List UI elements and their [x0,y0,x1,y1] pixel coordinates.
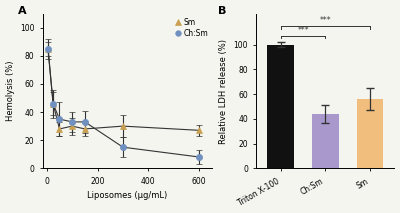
Y-axis label: Relative LDH release (%): Relative LDH release (%) [219,39,228,144]
Legend: Sm, Ch:Sm: Sm, Ch:Sm [175,18,208,38]
Text: B: B [218,6,226,16]
X-axis label: Liposomes (μg/mL): Liposomes (μg/mL) [87,191,168,200]
Y-axis label: Hemolysis (%): Hemolysis (%) [6,61,14,121]
Text: A: A [18,6,26,16]
Bar [312,114,339,168]
Bar [356,99,383,168]
Bar [267,45,294,168]
Text: ***: *** [320,16,331,26]
Text: ***: *** [297,26,309,35]
